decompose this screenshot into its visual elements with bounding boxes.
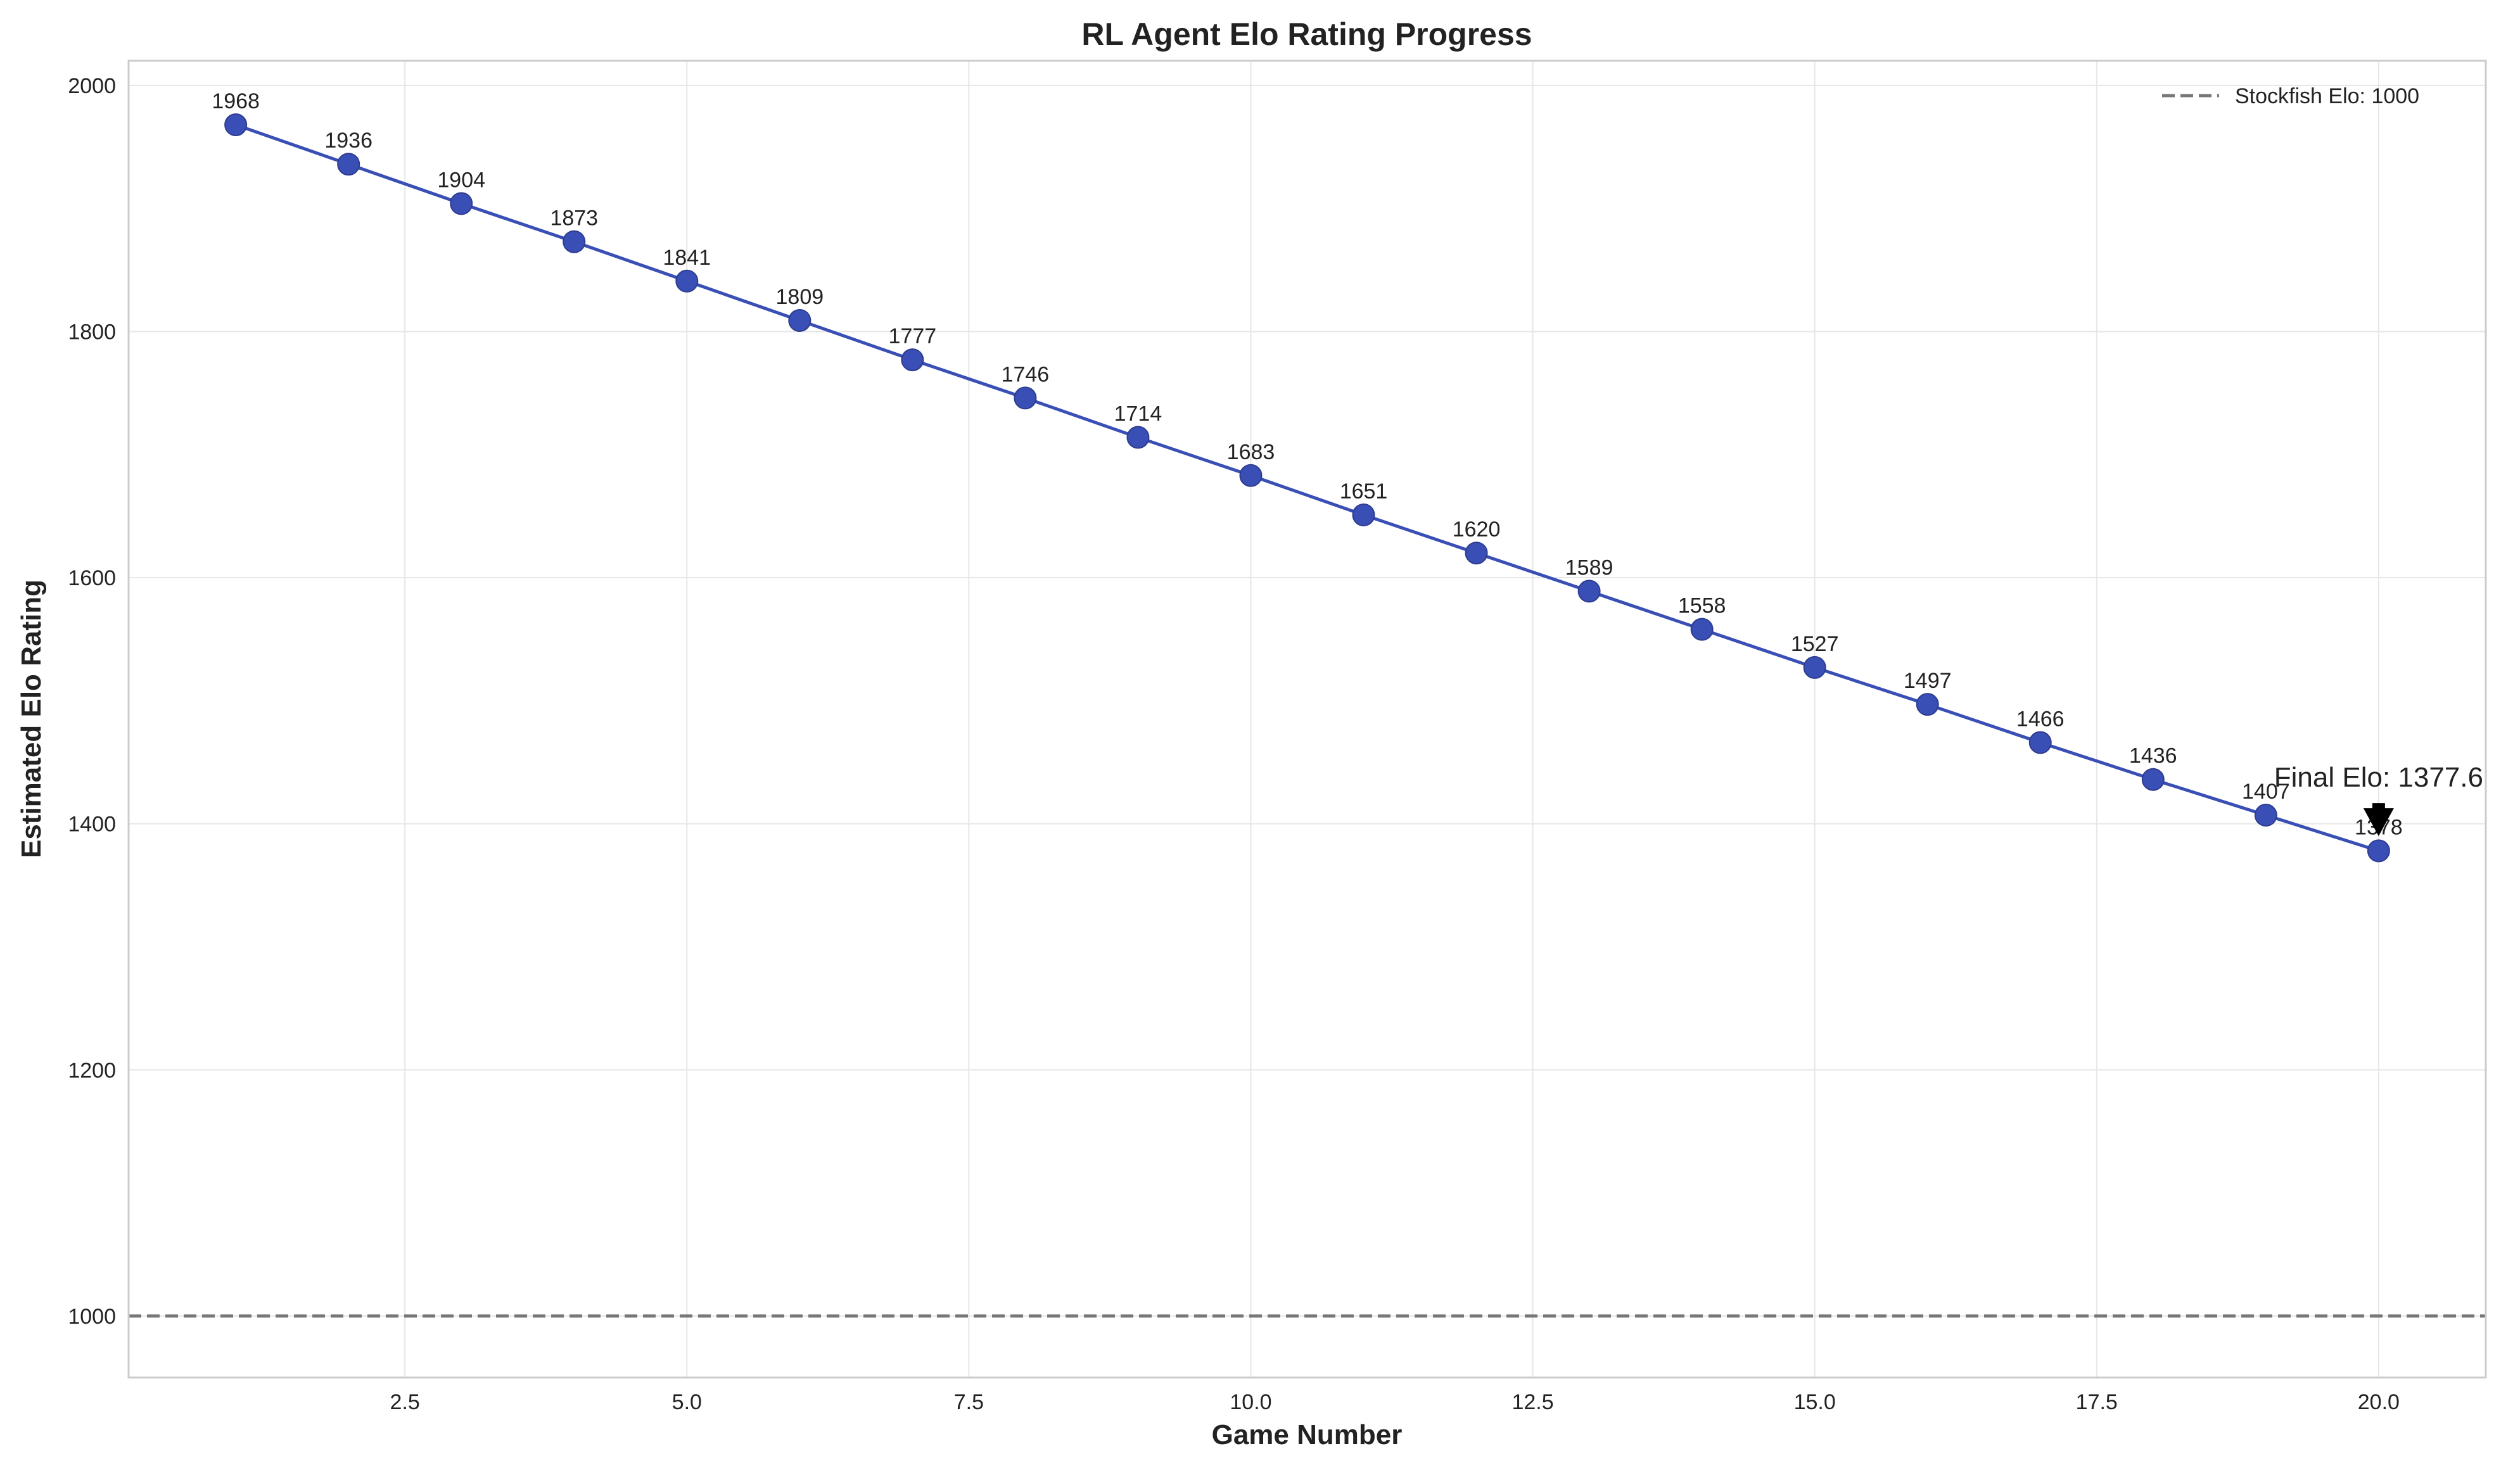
data-point xyxy=(901,348,924,372)
data-label: 1873 xyxy=(550,206,598,231)
y-tick-label: 1000 xyxy=(68,1305,116,1329)
chart-title: RL Agent Elo Rating Progress xyxy=(1081,16,1532,52)
data-point xyxy=(1239,464,1263,487)
data-label: 1683 xyxy=(1227,440,1275,464)
data-point xyxy=(2367,839,2390,863)
x-tick-labels: 2.5 5.0 7.5 10.0 12.5 15.0 17.5 20.0 xyxy=(390,1390,2400,1414)
data-point xyxy=(1577,580,1601,603)
data-label: 1904 xyxy=(437,168,485,192)
data-point xyxy=(2254,804,2277,827)
data-label: 1589 xyxy=(1565,555,1613,580)
x-tick-label: 12.5 xyxy=(1511,1390,1553,1414)
data-point xyxy=(337,153,360,176)
annotation-text: Final Elo: 1377.6 xyxy=(2274,762,2483,793)
series-line xyxy=(235,123,2379,852)
data-label: 1746 xyxy=(1002,362,1050,386)
legend: Stockfish Elo: 1000 xyxy=(2162,84,2419,108)
data-label: 1436 xyxy=(2129,744,2177,768)
data-label: 1936 xyxy=(324,129,372,153)
data-label: 1527 xyxy=(1791,632,1839,656)
data-point xyxy=(1690,618,1714,641)
data-point xyxy=(675,269,699,293)
x-tick-label: 10.0 xyxy=(1230,1390,1271,1414)
data-label: 1651 xyxy=(1340,479,1388,504)
grid-layer xyxy=(129,61,2486,1378)
x-tick-label: 5.0 xyxy=(672,1390,702,1414)
plot-frame xyxy=(127,60,2487,1379)
data-point xyxy=(788,308,811,332)
data-label: 1714 xyxy=(1114,402,1162,426)
y-tick-label: 1800 xyxy=(68,320,116,344)
series-layer xyxy=(224,113,2390,863)
final-elo-annotation: Final Elo: 1377.6 xyxy=(2274,762,2483,837)
y-tick-label: 1600 xyxy=(68,566,116,590)
data-point xyxy=(563,230,586,253)
data-label: 1620 xyxy=(1453,517,1501,542)
data-label: 1809 xyxy=(776,285,824,309)
data-point xyxy=(2028,731,2052,754)
data-label: 1841 xyxy=(663,246,711,270)
y-tick-label: 1200 xyxy=(68,1058,116,1082)
x-tick-label: 2.5 xyxy=(390,1390,420,1414)
x-axis-label: Game Number xyxy=(1212,1419,1403,1450)
data-point xyxy=(450,192,473,215)
data-point xyxy=(2141,768,2165,791)
y-tick-labels: 1000 1200 1400 1600 1800 2000 xyxy=(68,74,116,1329)
annotation-arrow xyxy=(2363,803,2394,837)
y-tick-label: 1400 xyxy=(68,813,116,837)
data-label: 1777 xyxy=(889,324,937,348)
data-point xyxy=(1916,693,1939,716)
data-point xyxy=(224,113,248,137)
y-axis-label: Estimated Elo Rating xyxy=(16,580,47,858)
data-label: 1466 xyxy=(2016,707,2065,731)
x-tick-label: 7.5 xyxy=(954,1390,984,1414)
data-point xyxy=(1352,503,1375,526)
data-point xyxy=(1465,542,1488,565)
data-label: 1407 xyxy=(2242,780,2290,804)
data-label-layer: 1968 1936 1904 1873 1841 1809 1777 1746 1714 1683… xyxy=(212,89,2402,839)
data-point xyxy=(1803,656,1826,679)
data-label: 1497 xyxy=(1904,669,1952,693)
data-label: 1558 xyxy=(1678,594,1726,618)
x-tick-label: 17.5 xyxy=(2076,1390,2118,1414)
y-tick-label: 2000 xyxy=(68,74,116,98)
data-point xyxy=(1014,386,1037,410)
x-tick-label: 15.0 xyxy=(1794,1390,1836,1414)
legend-label: Stockfish Elo: 1000 xyxy=(2235,84,2419,108)
data-label: 1968 xyxy=(212,89,260,113)
data-point xyxy=(1126,426,1150,449)
x-tick-label: 20.0 xyxy=(2358,1390,2400,1414)
